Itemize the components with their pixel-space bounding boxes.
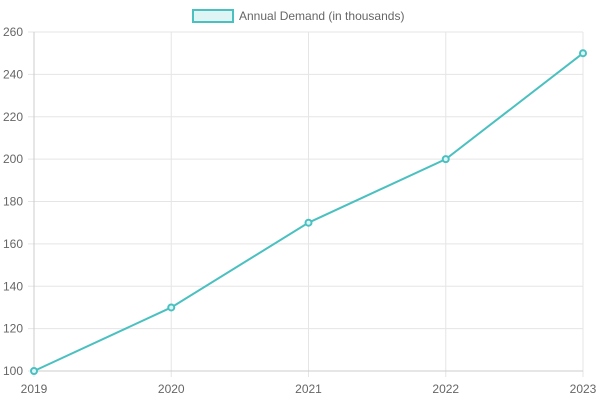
y-tick-label: 220 [3,110,23,124]
x-tick-label: 2023 [570,382,597,396]
y-tick-label: 240 [3,67,23,81]
y-axis-ticks: 100 120 140 160 180 200 220 240 260 [3,25,23,378]
data-point[interactable] [304,218,313,227]
y-tick-label: 160 [3,237,23,251]
y-tick-label: 260 [3,25,23,39]
legend-swatch [192,9,234,23]
data-point[interactable] [441,155,450,164]
legend[interactable]: Annual Demand (in thousands) [192,9,404,23]
x-tick-label: 2022 [432,382,459,396]
series-layer [30,49,587,375]
y-tick-label: 200 [3,152,23,166]
y-tick-label: 120 [3,322,23,336]
data-point[interactable] [167,303,176,312]
y-tick-label: 100 [3,364,23,378]
legend-label: Annual Demand (in thousands) [239,9,404,23]
x-tick-label: 2020 [158,382,185,396]
y-tick-label: 140 [3,279,23,293]
x-axis-ticks: 2019 2020 2021 2022 2023 [21,382,597,396]
x-tick-label: 2019 [21,382,48,396]
data-point[interactable] [30,367,38,375]
axes [33,32,583,372]
y-tick-label: 180 [3,195,23,209]
grid [28,31,584,377]
x-tick-label: 2021 [295,382,322,396]
data-point[interactable] [579,49,587,58]
